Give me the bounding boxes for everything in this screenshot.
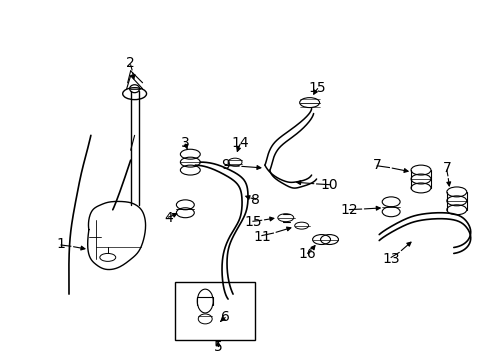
Text: 3: 3 [181,136,189,150]
Text: 8: 8 [251,193,260,207]
Text: 7: 7 [372,158,381,172]
Text: 11: 11 [252,230,270,244]
Text: 15: 15 [244,215,261,229]
Text: 15: 15 [308,81,325,95]
Text: 16: 16 [298,247,316,261]
Text: 2: 2 [126,56,135,70]
Text: 12: 12 [340,203,358,217]
Text: 4: 4 [164,211,172,225]
Text: 1: 1 [57,238,65,252]
Text: 5: 5 [213,340,222,354]
Text: 9: 9 [220,158,229,172]
Text: 10: 10 [320,178,338,192]
Text: 14: 14 [231,136,248,150]
Text: 6: 6 [220,310,229,324]
Text: 13: 13 [382,252,399,266]
Bar [175,282,254,340]
Text: 7: 7 [442,161,450,175]
